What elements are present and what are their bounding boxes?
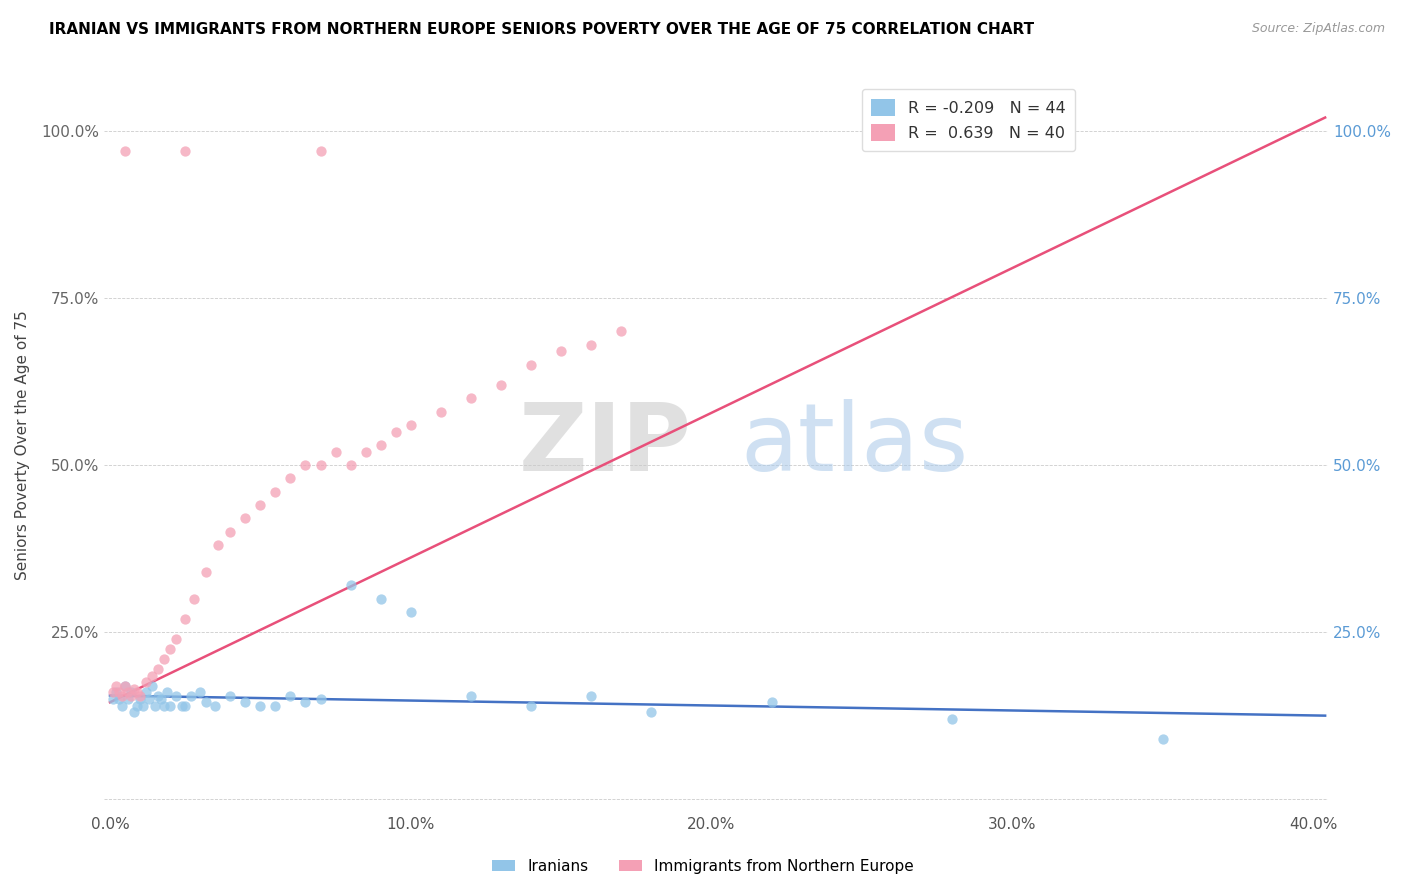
Point — [138, 692, 160, 706]
Point — [108, 692, 131, 706]
Point — [264, 484, 287, 499]
Text: Source: ZipAtlas.com: Source: ZipAtlas.com — [1251, 22, 1385, 36]
Point — [280, 689, 302, 703]
Point — [101, 692, 124, 706]
Point — [156, 685, 179, 699]
Point — [114, 679, 136, 693]
Text: IRANIAN VS IMMIGRANTS FROM NORTHERN EUROPE SENIORS POVERTY OVER THE AGE OF 75 CO: IRANIAN VS IMMIGRANTS FROM NORTHERN EURO… — [49, 22, 1035, 37]
Point — [941, 712, 963, 726]
Point — [146, 662, 169, 676]
Point — [146, 689, 169, 703]
Point — [141, 668, 163, 682]
Point — [233, 511, 256, 525]
Point — [117, 692, 139, 706]
Point — [309, 458, 332, 472]
Point — [264, 698, 287, 713]
Point — [101, 685, 124, 699]
Point — [153, 652, 176, 666]
Point — [153, 698, 176, 713]
Point — [114, 679, 136, 693]
Point — [114, 144, 136, 158]
Point — [195, 695, 218, 709]
Point — [219, 689, 242, 703]
Point — [370, 591, 392, 606]
Point — [108, 685, 131, 699]
Point — [111, 689, 134, 703]
Point — [219, 524, 242, 539]
Point — [581, 689, 603, 703]
Point — [489, 377, 512, 392]
Point — [1152, 732, 1174, 747]
Point — [180, 689, 202, 703]
Point — [309, 692, 332, 706]
Point — [129, 689, 152, 703]
Point — [399, 417, 422, 432]
Point — [132, 698, 155, 713]
Point — [520, 358, 543, 372]
Point — [150, 692, 173, 706]
Point — [174, 144, 197, 158]
Legend: Iranians, Immigrants from Northern Europe: Iranians, Immigrants from Northern Europ… — [486, 853, 920, 880]
Point — [117, 685, 139, 699]
Point — [159, 641, 181, 656]
Point — [581, 337, 603, 351]
Point — [610, 325, 633, 339]
Point — [761, 695, 783, 709]
Point — [105, 685, 128, 699]
Point — [460, 391, 482, 405]
Point — [141, 679, 163, 693]
Text: atlas: atlas — [741, 399, 969, 491]
Point — [122, 706, 145, 720]
Point — [111, 698, 134, 713]
Point — [370, 438, 392, 452]
Point — [325, 444, 347, 458]
Point — [280, 471, 302, 485]
Point — [294, 695, 316, 709]
Point — [129, 692, 152, 706]
Point — [165, 689, 187, 703]
Point — [430, 404, 453, 418]
Point — [159, 698, 181, 713]
Point — [135, 675, 157, 690]
Point — [399, 605, 422, 619]
Legend: R = -0.209   N = 44, R =  0.639   N = 40: R = -0.209 N = 44, R = 0.639 N = 40 — [862, 89, 1076, 151]
Point — [174, 612, 197, 626]
Point — [188, 685, 211, 699]
Point — [105, 679, 128, 693]
Point — [125, 685, 148, 699]
Point — [460, 689, 482, 703]
Text: ZIP: ZIP — [519, 399, 692, 491]
Point — [165, 632, 187, 646]
Point — [384, 425, 406, 439]
Point — [120, 689, 142, 703]
Point — [550, 344, 572, 359]
Point — [204, 698, 226, 713]
Point — [249, 698, 271, 713]
Point — [120, 685, 142, 699]
Point — [339, 578, 361, 592]
Point — [122, 681, 145, 696]
Point — [520, 698, 543, 713]
Point — [249, 498, 271, 512]
Point — [183, 591, 205, 606]
Point — [640, 706, 662, 720]
Point — [174, 698, 197, 713]
Point — [143, 698, 166, 713]
Point — [339, 458, 361, 472]
Point — [125, 698, 148, 713]
Point — [233, 695, 256, 709]
Point — [195, 565, 218, 579]
Point — [354, 444, 377, 458]
Point — [172, 698, 194, 713]
Point — [294, 458, 316, 472]
Point — [309, 144, 332, 158]
Point — [135, 685, 157, 699]
Point — [207, 538, 229, 552]
Y-axis label: Seniors Poverty Over the Age of 75: Seniors Poverty Over the Age of 75 — [15, 310, 30, 580]
